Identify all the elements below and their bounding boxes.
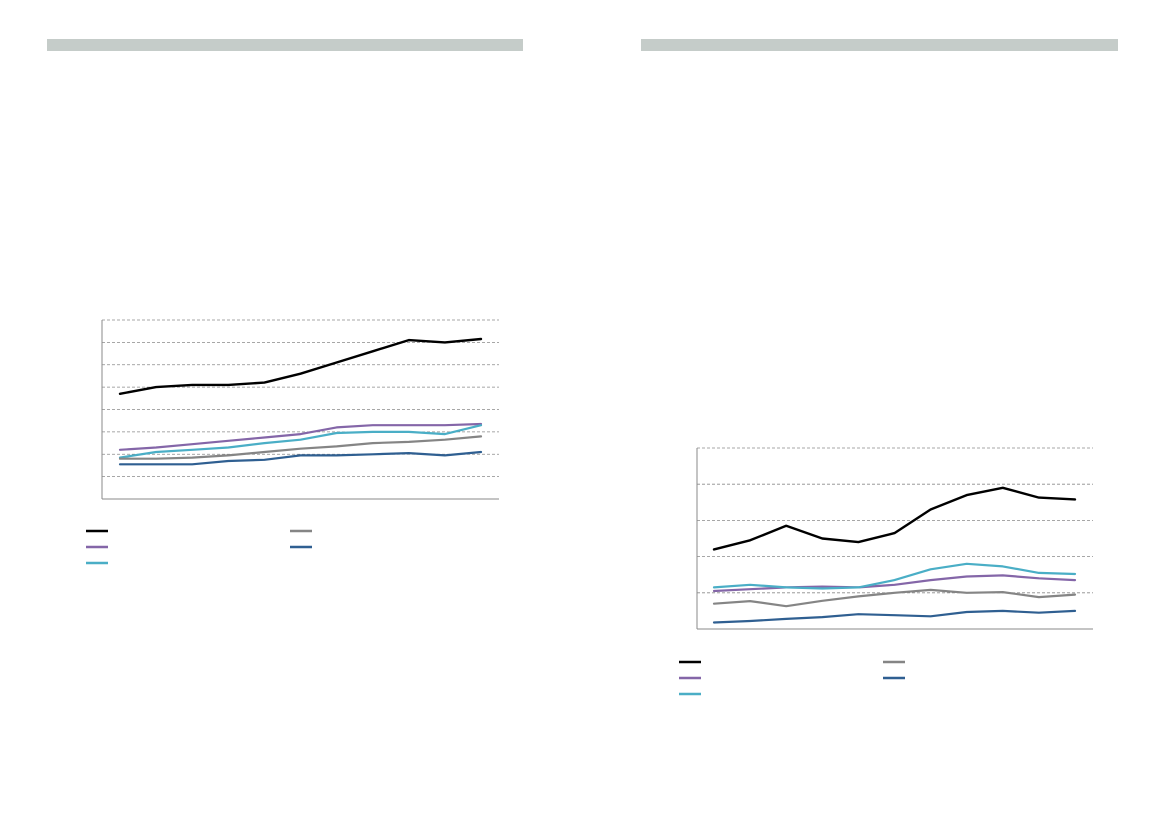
series-line-1	[118, 422, 483, 451]
line-chart-right	[679, 447, 1093, 696]
series-line-3	[712, 588, 1077, 608]
series-line-0	[712, 486, 1077, 551]
series-line-0	[118, 337, 483, 395]
series-line-3	[118, 435, 483, 460]
series-line-4	[712, 609, 1077, 624]
series-line-2	[712, 562, 1077, 590]
page-right	[583, 0, 1165, 827]
section-header-bar	[47, 39, 523, 51]
page-left	[0, 0, 582, 827]
series-line-4	[118, 450, 483, 466]
series-line-2	[118, 424, 483, 459]
line-chart-left	[86, 319, 499, 565]
series-line-1	[712, 574, 1077, 593]
section-header-bar	[641, 39, 1118, 51]
